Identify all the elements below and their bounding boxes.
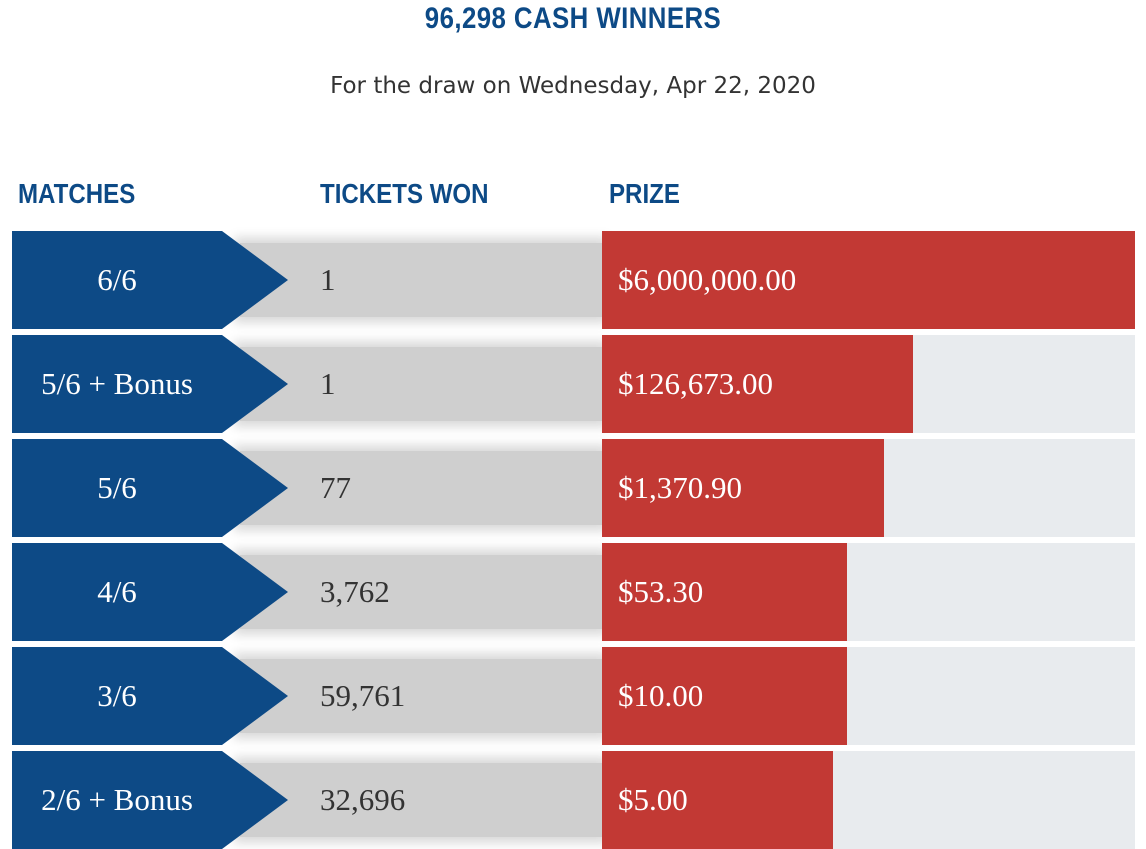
column-header-tickets-won: TICKETS WON bbox=[320, 178, 489, 209]
prize-bar-fill bbox=[602, 543, 848, 641]
tickets-band bbox=[240, 451, 602, 525]
prize-value: $5.00 bbox=[618, 782, 688, 817]
prize-bar-track: $5.00 bbox=[602, 751, 1135, 849]
prize-bar-fill bbox=[602, 751, 833, 849]
match-label: 5/6 bbox=[97, 470, 137, 505]
match-label: 3/6 bbox=[97, 678, 137, 713]
match-arrow bbox=[12, 335, 288, 433]
page-title: 96,298 CASH WINNERS bbox=[424, 2, 722, 35]
prize-row: 4/6 3,762 $53.30 bbox=[0, 543, 1146, 641]
tickets-won-value: 59,761 bbox=[320, 678, 406, 713]
match-arrow bbox=[12, 231, 288, 329]
prize-bar-track: $53.30 bbox=[602, 543, 1135, 641]
tickets-band bbox=[240, 555, 602, 629]
tickets-band bbox=[240, 347, 602, 421]
prize-value: $1,370.90 bbox=[618, 470, 742, 505]
match-arrow bbox=[12, 439, 288, 537]
tickets-won-value: 77 bbox=[320, 470, 351, 505]
prize-bar-fill bbox=[602, 439, 884, 537]
column-header-prize: PRIZE bbox=[609, 178, 680, 209]
prize-row: 5/6 77 $1,370.90 bbox=[0, 439, 1146, 537]
prize-row: 3/6 59,761 $10.00 bbox=[0, 647, 1146, 745]
prize-row: 2/6 + Bonus 32,696 $5.00 bbox=[0, 751, 1146, 849]
tickets-won-value: 1 bbox=[320, 262, 336, 297]
match-arrow bbox=[12, 751, 288, 849]
prize-value: $126,673.00 bbox=[618, 366, 773, 401]
tickets-won-value: 1 bbox=[320, 366, 336, 401]
prize-bar-track: $10.00 bbox=[602, 647, 1135, 745]
tickets-won-value: 32,696 bbox=[320, 782, 406, 817]
prize-bar-fill bbox=[602, 647, 848, 745]
draw-date-subtitle: For the draw on Wednesday, Apr 22, 2020 bbox=[330, 73, 816, 99]
prize-value: $6,000,000.00 bbox=[618, 262, 797, 297]
prize-bar-track: $1,370.90 bbox=[602, 439, 1135, 537]
prize-row: 5/6 + Bonus 1 $126,673.00 bbox=[0, 335, 1146, 433]
match-arrow bbox=[12, 647, 288, 745]
prize-value: $10.00 bbox=[618, 678, 704, 713]
match-label: 5/6 + Bonus bbox=[41, 366, 193, 401]
prize-value: $53.30 bbox=[618, 574, 704, 609]
prize-bar-track: $6,000,000.00 bbox=[602, 231, 1135, 329]
tickets-won-value: 3,762 bbox=[320, 574, 390, 609]
tickets-band bbox=[240, 243, 602, 317]
tickets-band bbox=[240, 659, 602, 733]
match-label: 4/6 bbox=[97, 574, 137, 609]
match-label: 2/6 + Bonus bbox=[41, 782, 193, 817]
match-arrow bbox=[12, 543, 288, 641]
tickets-band bbox=[240, 763, 602, 837]
prize-bar-fill bbox=[602, 335, 914, 433]
prize-bar-track: $126,673.00 bbox=[602, 335, 1135, 433]
column-header-matches: MATCHES bbox=[18, 178, 136, 209]
match-label: 6/6 bbox=[97, 262, 137, 297]
prize-row: 6/6 1 $6,000,000.00 bbox=[0, 231, 1146, 329]
prize-bar-fill bbox=[602, 231, 1135, 329]
